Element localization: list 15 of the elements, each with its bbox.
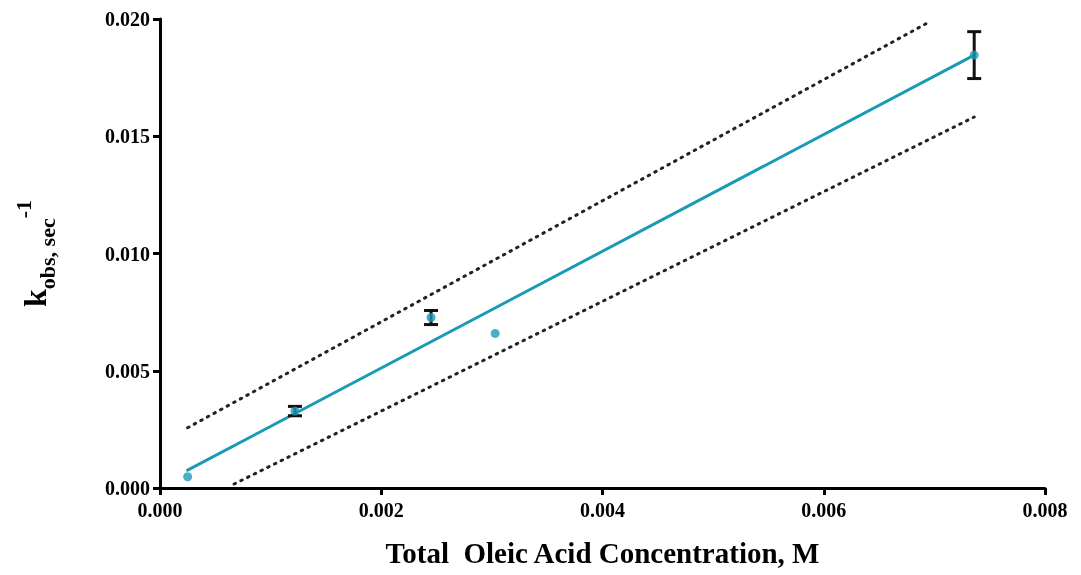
y-tick-label: 0.010 bbox=[105, 242, 150, 265]
x-tick-label: 0.004 bbox=[580, 499, 625, 521]
y-tick-label: 0.015 bbox=[105, 125, 150, 148]
point bbox=[969, 50, 979, 60]
x-axis-title: Total Oleic Acid Concentration, M bbox=[385, 536, 820, 569]
point bbox=[490, 328, 500, 338]
y-axis-title: kobs, sec-1 bbox=[10, 199, 60, 308]
y-tick-label: 0.000 bbox=[105, 477, 150, 499]
x-tick-label: 0.000 bbox=[137, 499, 183, 521]
x-tick-label: 0.002 bbox=[358, 499, 404, 521]
x-tick-label: 0.008 bbox=[1022, 499, 1068, 521]
point bbox=[183, 472, 193, 482]
y-tick-label: 0.005 bbox=[105, 359, 150, 382]
y-tick-label: 0.020 bbox=[105, 8, 150, 30]
x-tick-label: 0.006 bbox=[801, 499, 847, 521]
